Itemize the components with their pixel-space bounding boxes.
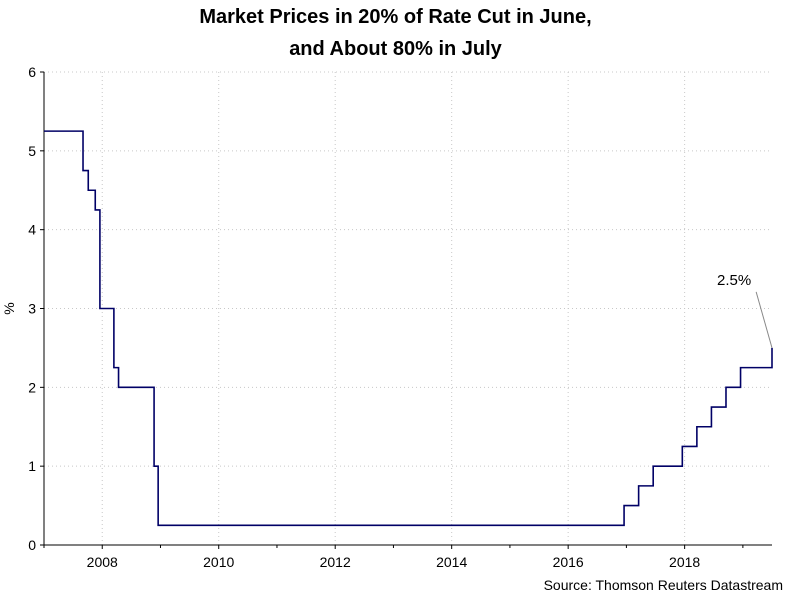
gridlines [44, 71, 772, 545]
y-tick-label: 3 [28, 301, 36, 317]
y-tick-label: 6 [28, 64, 36, 80]
annotations: 2.5% [717, 272, 773, 349]
x-tick-label: 2008 [87, 554, 118, 570]
y-axis-label: % [1, 302, 17, 314]
y-tick-label: 5 [28, 143, 36, 159]
y-tick-label: 1 [28, 458, 36, 474]
x-tick-label: 2016 [553, 554, 584, 570]
annotation-leader-line [755, 291, 773, 349]
y-tick-label: 2 [28, 379, 36, 395]
series-layer [44, 130, 773, 527]
y-tick-label: 4 [28, 222, 36, 238]
series-line [44, 130, 773, 527]
x-tick-label: 2018 [669, 554, 700, 570]
chart-title-line-2: and About 80% in July [289, 38, 502, 60]
annotation-label: 2.5% [717, 272, 751, 289]
x-tick-label: 2012 [320, 554, 351, 570]
x-tick-label: 2010 [203, 554, 234, 570]
axes: 0 1 2 3 4 5 6 2008 2010 2012 2014 2016 2018% [1, 64, 772, 570]
x-tick-label: 2014 [436, 554, 467, 570]
y-tick-label: 0 [28, 537, 36, 553]
source-note: Source: Thomson Reuters Datastream [543, 577, 783, 593]
chart-title-line-1: Market Prices in 20% of Rate Cut in June… [199, 6, 592, 28]
